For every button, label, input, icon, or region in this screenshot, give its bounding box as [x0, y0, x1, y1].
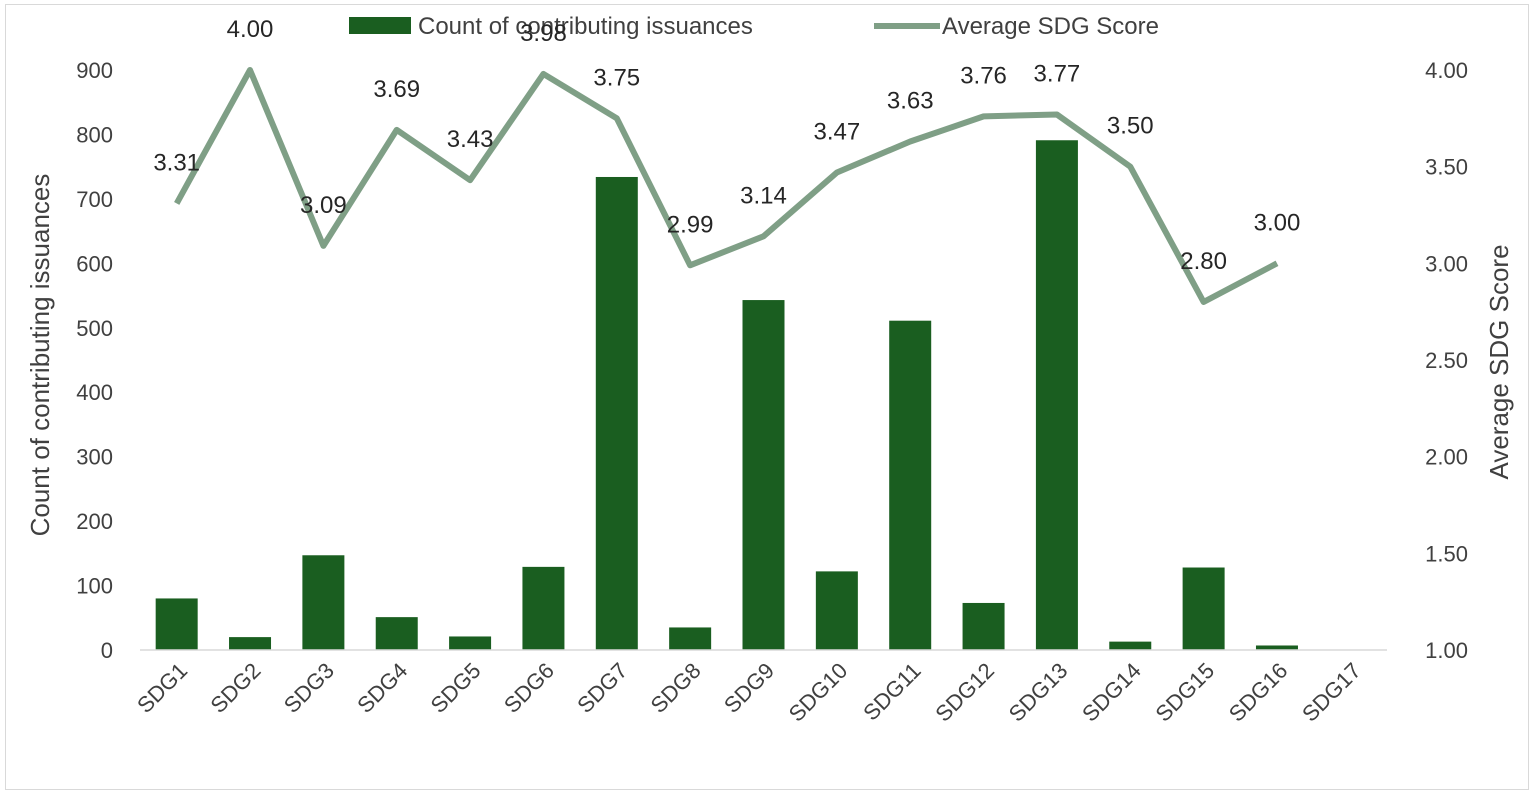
x-tick-label: SDG4 — [352, 658, 412, 718]
y-axis-right-title: Average SDG Score — [1484, 244, 1514, 479]
bar-sdg4 — [375, 617, 418, 650]
y-left-tick-label: 200 — [76, 509, 113, 534]
x-tick-label: SDG15 — [1150, 658, 1219, 727]
y-left-tick-label: 500 — [76, 316, 113, 341]
bar-sdg13 — [1035, 140, 1078, 650]
y-right-tick-label: 2.00 — [1425, 445, 1468, 470]
x-tick-label: SDG12 — [930, 658, 999, 727]
x-tick-label: SDG9 — [719, 658, 779, 718]
x-tick-label: SDG17 — [1297, 658, 1366, 727]
y-left-tick-label: 100 — [76, 574, 113, 599]
bar-sdg8 — [669, 627, 712, 650]
bar-series — [155, 140, 1298, 650]
legend-label-average-score: Average SDG Score — [942, 13, 1159, 40]
x-tick-label: SDG8 — [646, 658, 706, 718]
score-label-sdg4: 3.69 — [373, 76, 420, 103]
y-left-tick-label: 0 — [101, 638, 113, 663]
x-tick-label: SDG6 — [499, 658, 559, 718]
score-label-sdg1: 3.31 — [153, 149, 200, 176]
y-right-tick-label: 3.00 — [1425, 251, 1468, 276]
x-tick-label: SDG13 — [1004, 658, 1073, 727]
y-right-tick-label: 1.50 — [1425, 541, 1468, 566]
score-label-sdg5: 3.43 — [447, 126, 494, 153]
y-left-tick-label: 600 — [76, 251, 113, 276]
bar-sdg9 — [742, 300, 785, 650]
bar-sdg7 — [595, 176, 638, 650]
y-right-tick-label: 1.00 — [1425, 638, 1468, 663]
bar-sdg15 — [1182, 567, 1225, 650]
bar-sdg6 — [522, 566, 565, 650]
x-tick-label: SDG1 — [132, 658, 192, 718]
y-right-tick-label: 3.50 — [1425, 155, 1468, 180]
bar-sdg16 — [1255, 645, 1298, 650]
y-axis-right-ticks: 1.00 1.50 2.00 2.50 3.00 3.50 4.00 — [1425, 58, 1468, 663]
score-label-sdg16: 3.00 — [1254, 209, 1301, 236]
y-left-tick-label: 800 — [76, 122, 113, 147]
bar-sdg2 — [229, 637, 272, 650]
y-axis-left-title: Count of contributing issuances — [25, 174, 55, 537]
x-tick-label: SDG11 — [858, 658, 926, 726]
legend-swatch-count — [349, 17, 411, 34]
x-tick-label: SDG10 — [784, 658, 853, 727]
bar-sdg1 — [155, 598, 198, 650]
score-label-sdg11: 3.63 — [887, 88, 934, 115]
x-tick-label: SDG3 — [279, 658, 339, 718]
score-label-sdg3: 3.09 — [300, 192, 347, 219]
x-tick-label: SDG7 — [572, 658, 632, 718]
x-tick-label: SDG16 — [1224, 658, 1293, 727]
score-label-sdg6: 3.98 — [520, 20, 567, 47]
bar-sdg10 — [815, 571, 858, 650]
x-tick-label: SDG14 — [1077, 658, 1146, 727]
x-axis-ticks: SDG1 SDG2 SDG3 SDG4 SDG5 SDG6 SDG7 SDG8 SDG9 SDG1… — [132, 658, 1366, 727]
score-label-sdg14: 3.50 — [1107, 113, 1154, 140]
x-tick-label: SDG2 — [206, 658, 266, 718]
bar-sdg3 — [302, 555, 345, 650]
bar-sdg14 — [1109, 641, 1152, 650]
score-label-sdg2: 4.00 — [227, 16, 274, 43]
score-label-sdg7: 3.75 — [593, 64, 640, 91]
y-left-tick-label: 900 — [76, 58, 113, 83]
y-right-tick-label: 2.50 — [1425, 348, 1468, 373]
score-label-sdg10: 3.47 — [813, 118, 860, 145]
y-left-tick-label: 700 — [76, 187, 113, 212]
y-left-tick-label: 400 — [76, 380, 113, 405]
score-label-sdg13: 3.77 — [1034, 60, 1081, 87]
average-score-labels: 3.31 4.00 3.09 3.69 3.43 3.98 3.75 2.99 3.14 3.47… — [153, 16, 1300, 275]
bar-sdg5 — [449, 636, 492, 650]
legend-label-count: Count of contributing issuances — [418, 13, 753, 40]
bar-sdg11 — [889, 320, 932, 650]
score-label-sdg9: 3.14 — [740, 182, 787, 209]
bar-sdg12 — [962, 602, 1005, 650]
legend: Count of contributing issuances Average … — [349, 13, 1159, 40]
score-label-sdg12: 3.76 — [960, 62, 1007, 89]
average-score-line — [174, 67, 1279, 305]
score-label-sdg8: 2.99 — [667, 211, 714, 238]
y-left-tick-label: 300 — [76, 445, 113, 470]
y-right-tick-label: 4.00 — [1425, 58, 1468, 83]
score-label-sdg15: 2.80 — [1180, 248, 1227, 275]
x-tick-label: SDG5 — [426, 658, 486, 718]
y-axis-left-ticks: 0 100 200 300 400 500 600 700 800 900 — [76, 58, 113, 663]
